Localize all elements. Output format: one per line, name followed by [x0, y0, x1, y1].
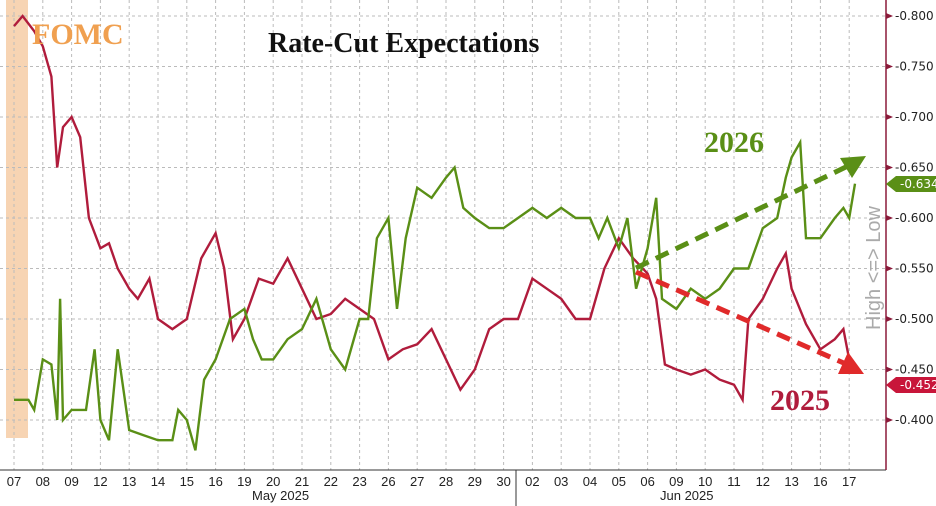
x-tick-label: 13: [784, 474, 798, 489]
last-value-2026-text: -0.634: [900, 177, 936, 191]
x-tick-label: 22: [324, 474, 338, 489]
y-tick-mark: [886, 164, 893, 171]
y-tick-mark: [886, 63, 893, 70]
y-tick-label: -0.800: [895, 9, 934, 23]
x-tick-label: 23: [352, 474, 366, 489]
axis-note: High <=> Low: [863, 205, 885, 330]
y-tick-mark: [886, 114, 893, 120]
trend-arrow-2025: [634, 269, 848, 367]
x-tick-label: 12: [93, 474, 107, 489]
trend-arrow-2026: [634, 163, 850, 271]
x-tick-label: 06: [640, 474, 654, 489]
series-line-2025: [13, 14, 856, 404]
x-tick-label: 26: [381, 474, 395, 489]
x-tick-label: 10: [698, 474, 712, 489]
x-tick-label: 14: [151, 474, 165, 489]
label-2026: 2026: [704, 126, 764, 159]
x-tick-label: 15: [180, 474, 194, 489]
y-tick-label: -0.750: [895, 60, 934, 74]
arrow-head-2026: [840, 156, 866, 178]
chart-title: Rate-Cut Expectations: [268, 28, 540, 59]
y-tick-mark: [886, 215, 893, 221]
y-tick-mark: [886, 417, 893, 423]
y-tick-label: -0.650: [895, 161, 934, 175]
y-tick-mark: [886, 316, 893, 322]
last-value-2025: -0.452: [886, 377, 936, 393]
y-tick-label: -0.500: [895, 312, 934, 326]
arrow-head-2025: [838, 352, 864, 374]
fomc-label: FOMC: [32, 18, 124, 51]
x-tick-label: 13: [122, 474, 136, 489]
series-line-2026: [14, 138, 857, 451]
x-tick-label: 28: [439, 474, 453, 489]
x-tick-label: 04: [583, 474, 597, 489]
x-tick-label: 07: [7, 474, 21, 489]
x-tick-label: 05: [612, 474, 626, 489]
y-tick-mark: [886, 366, 893, 373]
y-tick-mark: [886, 13, 893, 19]
fomc-band: [6, 0, 28, 438]
x-tick-label: 17: [842, 474, 856, 489]
x-tick-label: 11: [727, 474, 741, 489]
y-tick-label: -0.450: [895, 363, 934, 377]
month-label-jun: Jun 2025: [660, 488, 714, 503]
x-tick-label: 08: [36, 474, 50, 489]
x-tick-label: 16: [813, 474, 827, 489]
x-tick-label: 30: [496, 474, 510, 489]
x-tick-label: 29: [468, 474, 482, 489]
x-tick-label: 16: [208, 474, 222, 489]
month-label-may: May 2025: [252, 488, 309, 503]
x-tick-label: 12: [756, 474, 770, 489]
y-tick-label: -0.400: [895, 413, 934, 427]
x-tick-label: 03: [554, 474, 568, 489]
y-tick-label: -0.600: [895, 211, 934, 225]
y-tick-mark: [886, 265, 893, 272]
x-tick-label: 09: [669, 474, 683, 489]
last-value-2025-text: -0.452: [900, 378, 936, 392]
x-tick-label: 19: [237, 474, 251, 489]
x-tick-label: 09: [64, 474, 78, 489]
y-tick-label: -0.550: [895, 262, 934, 276]
y-tick-label: -0.700: [895, 110, 934, 124]
label-2025: 2025: [770, 384, 830, 417]
x-tick-label: 21: [295, 474, 309, 489]
x-tick-label: 27: [410, 474, 424, 489]
last-value-2026: -0.634: [886, 176, 936, 192]
x-tick-label: 02: [525, 474, 539, 489]
x-tick-label: 20: [266, 474, 280, 489]
